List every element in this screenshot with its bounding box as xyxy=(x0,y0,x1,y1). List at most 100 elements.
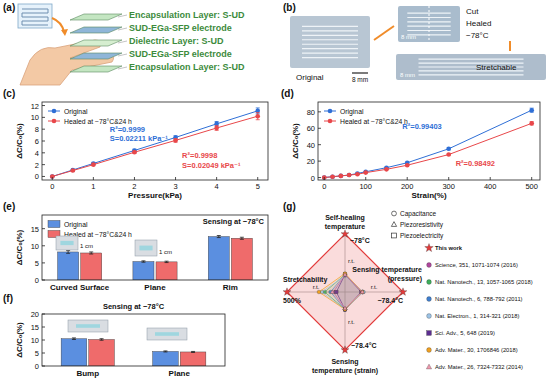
legend-marker xyxy=(427,314,432,319)
error-bar xyxy=(165,261,169,262)
data-point xyxy=(363,169,368,174)
legend-marker xyxy=(392,211,397,216)
data-point xyxy=(446,152,451,157)
photo xyxy=(398,6,460,42)
y-tick xyxy=(42,117,45,118)
y-tick-label: 5 xyxy=(35,259,39,268)
data-point xyxy=(255,114,260,119)
error-bar xyxy=(215,126,219,131)
data-point xyxy=(214,126,219,131)
y-tick xyxy=(318,111,321,112)
radar-value-label: −78°C xyxy=(350,237,370,244)
chart-1: 0100200300400500Strain(%)020406080ΔC/C₀(… xyxy=(291,102,540,200)
bar xyxy=(133,262,154,280)
inset-label: 1 cm xyxy=(159,249,172,255)
radar-axis-label: temperature xyxy=(325,223,366,231)
radar-marker xyxy=(343,306,347,310)
sensor-inset xyxy=(18,4,52,28)
radar-g: Self-healingtemperature−78°Cr.t.Sensing … xyxy=(283,210,533,375)
y-axis-label: ΔC/C₀(%) xyxy=(15,322,24,358)
panel-label: (d) xyxy=(281,88,294,99)
x-axis-label: Strain(%) xyxy=(411,191,446,200)
y-tick-label: 20 xyxy=(31,310,39,319)
y-tick-label: 8 xyxy=(35,125,39,134)
panel-label: (f) xyxy=(3,293,13,304)
y-tick xyxy=(42,353,45,354)
photo-label: Cut xyxy=(466,7,479,16)
y-tick xyxy=(42,141,45,142)
plot-frame xyxy=(42,102,268,180)
legend-marker xyxy=(52,109,57,114)
bar xyxy=(231,238,252,280)
series-line xyxy=(324,123,531,177)
plot-frame xyxy=(42,314,225,366)
inset-sensor xyxy=(139,246,152,251)
legend-label: Sci. Adv., 5, 648 (2019) xyxy=(435,330,495,336)
bar xyxy=(61,339,87,366)
legend-marker xyxy=(392,233,397,238)
layer-label: SUD-EGa-SFP electrode xyxy=(129,23,232,33)
radar-inner-label: r.t. xyxy=(348,258,355,264)
hand xyxy=(20,40,114,85)
radar-inner-label: r.t. xyxy=(313,284,320,290)
inset-photo xyxy=(56,236,78,250)
photo xyxy=(290,16,370,68)
plot-area xyxy=(322,108,534,180)
radar-axis-label: Stretchability xyxy=(283,276,327,284)
data-point xyxy=(71,168,76,173)
x-tick-label: Plane xyxy=(169,369,191,378)
annotation: R²=0.99403 xyxy=(402,122,441,131)
error-bar xyxy=(66,251,70,254)
radar-marker xyxy=(343,272,347,276)
layer xyxy=(70,53,122,59)
data-point xyxy=(173,138,178,143)
x-tick xyxy=(134,177,135,180)
plot-area xyxy=(58,236,253,280)
panel-label: (b) xyxy=(283,2,296,13)
x-tick-label: 300 xyxy=(442,182,455,191)
y-tick xyxy=(42,176,45,177)
inset-photo xyxy=(135,240,157,256)
legend-label: Healed at −78°C&24 h xyxy=(340,118,408,125)
legend-marker xyxy=(328,109,333,114)
error-bar xyxy=(163,351,167,352)
legend-label: Science, 351, 1071-1074 (2016) xyxy=(435,262,518,268)
panel-label: (c) xyxy=(3,88,15,99)
x-tick-label: 5 xyxy=(256,182,260,191)
y-tick-label: 15 xyxy=(31,225,39,234)
legend-marker xyxy=(427,280,432,285)
legend-marker xyxy=(328,119,333,124)
chart-3: BumpPlane05101520ΔC/C₀(%)Sensing at −78°… xyxy=(15,302,225,378)
x-tick xyxy=(490,177,491,180)
arrow xyxy=(374,26,394,40)
inset-photo xyxy=(68,320,108,332)
y-tick xyxy=(42,327,45,328)
annotation: R²=0.98492 xyxy=(456,159,495,168)
y-tick xyxy=(42,164,45,165)
x-tick xyxy=(407,177,408,180)
radar-value-label: 500% xyxy=(283,297,302,304)
photo-label: −78°C xyxy=(466,31,489,40)
data-point xyxy=(355,171,360,176)
chart-2: Curved SurfacePlaneRim051015ΔC/C₀(%)Orig… xyxy=(15,215,268,292)
y-axis-label: ΔC/C₀(%) xyxy=(15,123,24,159)
data-point xyxy=(347,173,352,178)
photo-stripes xyxy=(419,59,524,75)
radar-polygon xyxy=(332,275,362,309)
data-point xyxy=(330,174,335,179)
radar-inner-label: r.t. xyxy=(348,319,355,325)
plot-area xyxy=(61,338,206,366)
data-point xyxy=(71,168,76,173)
radar-marker xyxy=(341,346,349,354)
radar-polygon xyxy=(287,234,403,350)
bar xyxy=(89,339,115,366)
y-tick-label: 80 xyxy=(307,108,315,117)
annotation: R²=0.9998 xyxy=(182,151,217,160)
chart-title: Sensing at −78°C xyxy=(203,217,265,226)
radar-inner-label: r.t. xyxy=(371,284,378,290)
bar xyxy=(81,253,102,280)
x-tick-label: Plane xyxy=(144,283,166,292)
inset-sensor xyxy=(155,332,179,336)
x-tick-label: 0 xyxy=(50,182,54,191)
bar xyxy=(156,262,177,280)
